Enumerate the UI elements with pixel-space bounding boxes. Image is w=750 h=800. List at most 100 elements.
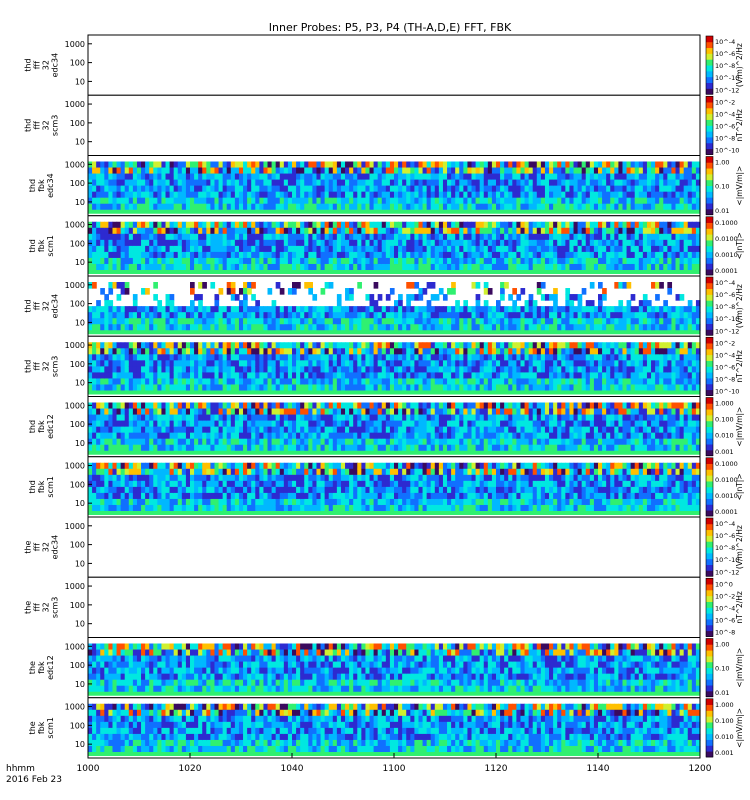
heatmap-cell bbox=[185, 227, 191, 235]
heatmap-cell bbox=[218, 342, 224, 349]
heatmap-cell bbox=[463, 354, 469, 361]
heatmap-cell bbox=[687, 239, 693, 247]
heatmap-cell bbox=[251, 167, 256, 175]
heatmap-cell bbox=[340, 348, 346, 355]
heatmap-cell bbox=[516, 372, 522, 380]
colorbar-segment bbox=[706, 311, 713, 319]
panel-7: 101001000thdfbkedc121.0000.1000.0100.001… bbox=[28, 396, 744, 458]
heatmap-cell bbox=[96, 420, 101, 428]
heatmap-cell bbox=[96, 402, 101, 410]
heatmap-cell bbox=[345, 167, 350, 175]
heatmap-cell bbox=[234, 414, 240, 422]
heatmap-cell bbox=[202, 318, 207, 325]
heatmap-cell bbox=[414, 233, 420, 241]
heatmap-cell bbox=[496, 245, 501, 253]
heatmap-cell bbox=[112, 366, 118, 374]
heatmap-cell bbox=[251, 282, 256, 289]
heatmap-cell bbox=[426, 185, 432, 193]
heatmap-cell bbox=[141, 366, 146, 374]
heatmap-cell bbox=[194, 257, 199, 265]
heatmap-cell bbox=[96, 227, 101, 235]
heatmap-cell bbox=[263, 318, 269, 325]
heatmap-cell bbox=[455, 348, 460, 355]
heatmap-cell bbox=[496, 354, 501, 361]
heatmap-cell bbox=[340, 203, 346, 211]
heatmap-cell bbox=[426, 245, 432, 253]
heatmap-cell bbox=[483, 354, 489, 361]
heatmap-cell bbox=[279, 173, 285, 181]
heatmap-cell bbox=[263, 312, 269, 319]
heatmap-cell bbox=[157, 161, 163, 169]
heatmap-cell bbox=[108, 167, 114, 175]
heatmap-cell bbox=[638, 245, 644, 253]
heatmap-cell bbox=[520, 167, 526, 175]
heatmap-cell bbox=[614, 360, 619, 367]
heatmap-cell bbox=[589, 239, 595, 247]
heatmap-cell bbox=[585, 233, 591, 241]
heatmap-cell bbox=[145, 414, 150, 422]
heatmap-cell bbox=[536, 191, 542, 199]
heatmap-cell bbox=[483, 342, 489, 349]
heatmap-cell bbox=[573, 173, 579, 181]
heatmap-cell bbox=[145, 438, 150, 446]
heatmap-cell bbox=[377, 167, 383, 175]
heatmap-cell bbox=[104, 227, 109, 235]
heatmap-cell bbox=[112, 161, 118, 169]
heatmap-cell bbox=[365, 312, 371, 319]
heatmap-cell bbox=[112, 257, 118, 265]
heatmap-cell bbox=[369, 360, 375, 367]
heatmap-cell bbox=[92, 426, 97, 434]
heatmap-cell bbox=[557, 239, 562, 247]
heatmap-cell bbox=[226, 227, 232, 235]
heatmap-cell bbox=[267, 402, 273, 410]
heatmap-cell bbox=[442, 239, 448, 247]
heatmap-cell bbox=[418, 227, 424, 235]
heatmap-cell bbox=[222, 203, 228, 211]
heatmap-cell bbox=[475, 300, 481, 307]
heatmap-cell bbox=[496, 360, 501, 367]
heatmap-cell bbox=[100, 179, 105, 187]
heatmap-cell bbox=[218, 402, 224, 410]
heatmap-cell bbox=[345, 372, 350, 380]
heatmap-cell bbox=[157, 221, 163, 229]
heatmap-cell bbox=[614, 372, 619, 380]
heatmap-cell bbox=[659, 221, 664, 229]
heatmap-cell bbox=[206, 360, 211, 367]
colorbar-tick-label: 10^-4 bbox=[715, 351, 735, 359]
heatmap-cell bbox=[210, 161, 216, 169]
heatmap-cell bbox=[667, 372, 673, 380]
heatmap-cell bbox=[316, 360, 322, 367]
heatmap-cell bbox=[271, 257, 277, 265]
heatmap-cell bbox=[687, 263, 693, 271]
heatmap-cell bbox=[683, 191, 689, 199]
heatmap-cell bbox=[646, 179, 652, 187]
heatmap-cell bbox=[487, 197, 493, 205]
heatmap-cell bbox=[169, 444, 175, 452]
heatmap-cell bbox=[153, 438, 158, 446]
heatmap-cell bbox=[691, 342, 697, 349]
heatmap-cell bbox=[536, 227, 542, 235]
heatmap-cell bbox=[353, 203, 358, 211]
heatmap-cell bbox=[255, 239, 260, 247]
colorbar-tick-label: 0.1000 bbox=[715, 219, 738, 227]
heatmap-cell bbox=[230, 432, 236, 440]
heatmap-cell bbox=[557, 161, 562, 169]
heatmap-cell bbox=[585, 348, 591, 355]
heatmap-cell bbox=[455, 173, 460, 181]
heatmap-cell bbox=[561, 191, 566, 199]
heatmap-cell bbox=[92, 282, 97, 289]
heatmap-cell bbox=[336, 372, 342, 380]
heatmap-cell bbox=[589, 324, 595, 331]
heatmap-cell bbox=[651, 251, 656, 259]
heatmap-cell bbox=[361, 312, 367, 319]
heatmap-cell bbox=[593, 312, 599, 319]
heatmap-cell bbox=[292, 414, 297, 422]
heatmap-cell bbox=[267, 288, 273, 295]
heatmap-cell bbox=[210, 420, 216, 428]
heatmap-cell bbox=[279, 372, 285, 380]
heatmap-cell bbox=[496, 191, 501, 199]
heatmap-cell bbox=[434, 348, 440, 355]
heatmap-cell bbox=[549, 161, 554, 169]
heatmap-cell bbox=[610, 251, 615, 259]
heatmap-cell bbox=[691, 233, 697, 241]
